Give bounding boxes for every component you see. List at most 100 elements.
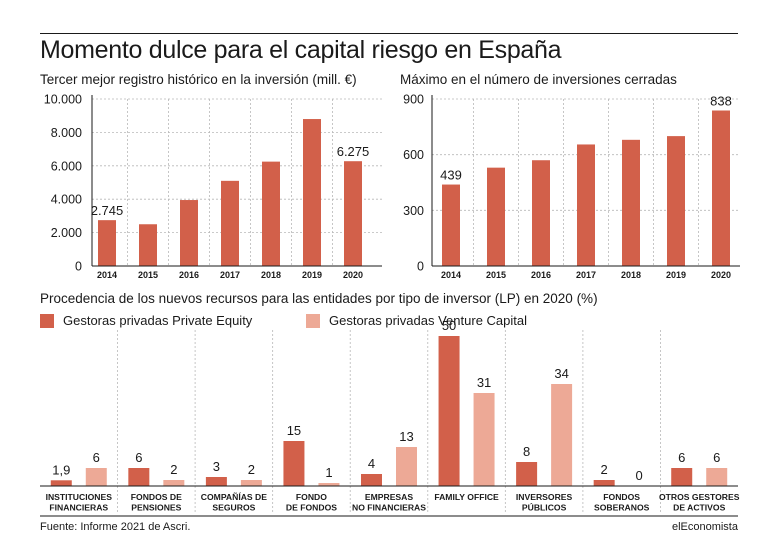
investment-y-tick-label: 6.000	[51, 159, 82, 173]
lp-bar-venture-capital	[318, 483, 340, 486]
deals-x-tick-label: 2017	[576, 270, 596, 280]
brand-logo-text: elEconomista	[671, 521, 738, 533]
investment-bar	[344, 161, 362, 266]
lp-bar-venture-capital	[551, 384, 573, 486]
legend-private-equity: Gestoras privadas Private Equity	[40, 313, 252, 328]
legend-label-venture-capital: Gestoras privadas Venture Capital	[329, 313, 527, 328]
lp-category-label: EMPRESAS	[365, 492, 413, 502]
lp-category-label: DE ACTIVOS	[673, 503, 725, 513]
lp-value-label-private-equity: 4	[368, 456, 375, 471]
deals-x-tick-label: 2015	[486, 270, 506, 280]
investment-y-tick-label: 4.000	[51, 193, 82, 207]
investment-y-tick-label: 8.000	[51, 126, 82, 140]
lp-value-label-private-equity: 6	[135, 450, 142, 465]
deals-y-tick-label: 300	[403, 204, 424, 218]
lp-value-label-private-equity: 50	[442, 318, 456, 333]
lp-category-label: FONDOS DE	[131, 492, 182, 502]
lp-value-label-venture-capital: 31	[477, 375, 491, 390]
lp-bar-private-equity	[205, 477, 227, 486]
lp-value-label-venture-capital: 2	[248, 462, 255, 477]
lp-value-label-venture-capital: 6	[713, 450, 720, 465]
legend-swatch-venture-capital	[306, 313, 320, 328]
deals-bar	[532, 160, 550, 266]
main-title: Momento dulce para el capital riesgo en …	[40, 36, 562, 64]
investment-x-tick-label: 2018	[261, 270, 281, 280]
legend-swatch-private-equity	[40, 313, 54, 328]
lp-value-label-private-equity: 6	[678, 450, 685, 465]
investment-bar	[180, 200, 198, 266]
lp-category-label: SEGUROS	[212, 503, 255, 513]
lp-value-label-venture-capital: 1	[325, 465, 332, 480]
lp-bar-private-equity	[283, 441, 305, 486]
lp-category-label: INSTITUCIONES	[46, 492, 113, 502]
lp-value-label-venture-capital: 6	[93, 450, 100, 465]
deals-y-tick-label: 0	[417, 260, 424, 274]
lp-bar-venture-capital	[240, 480, 262, 486]
investment-x-tick-label: 2015	[138, 270, 158, 280]
lp-value-label-venture-capital: 2	[170, 462, 177, 477]
investment-y-tick-label: 2.000	[51, 226, 82, 240]
lp-value-label-venture-capital: 0	[636, 468, 643, 483]
investment-bar	[221, 180, 239, 266]
investment-bar	[262, 161, 280, 266]
title-rule	[40, 33, 738, 34]
investment-value-label: 2.745	[91, 203, 124, 218]
chart3-title: Procedencia de los nuevos recursos para …	[40, 291, 598, 306]
deals-x-tick-label: 2018	[621, 270, 641, 280]
lp-bar-venture-capital	[396, 447, 417, 486]
investment-x-tick-label: 2019	[302, 270, 322, 280]
lp-bar-private-equity	[128, 468, 150, 486]
investment-x-tick-label: 2016	[179, 270, 199, 280]
lp-category-label: COMPAÑÍAS DE	[201, 492, 267, 502]
lp-value-label-private-equity: 8	[523, 444, 530, 459]
source-note: Fuente: Informe 2021 de Ascri.	[40, 521, 191, 533]
investment-y-tick-label: 0	[75, 260, 82, 274]
deals-x-tick-label: 2016	[531, 270, 551, 280]
investment-bar	[139, 224, 157, 266]
investment-bar	[98, 220, 116, 266]
investment-bar	[303, 119, 321, 266]
deals-bar	[577, 144, 595, 266]
lp-category-label: INVERSORES	[516, 492, 573, 502]
lp-bar-venture-capital	[473, 393, 495, 486]
deals-x-tick-label: 2019	[666, 270, 686, 280]
investment-x-tick-label: 2014	[97, 270, 117, 280]
investment-x-tick-label: 2020	[343, 270, 363, 280]
deals-value-label: 838	[710, 94, 732, 109]
investment-y-tick-label: 10.000	[44, 93, 82, 107]
lp-bar-private-equity	[361, 474, 382, 486]
lp-bar-private-equity	[438, 336, 460, 486]
deals-x-tick-label: 2014	[441, 270, 461, 280]
lp-bar-private-equity	[50, 480, 72, 486]
lp-value-label-venture-capital: 34	[554, 366, 568, 381]
lp-category-label: FONDO	[296, 492, 327, 502]
deals-value-label: 439	[440, 168, 462, 183]
lp-bar-venture-capital	[85, 468, 107, 486]
deals-y-tick-label: 900	[403, 93, 424, 107]
deals-x-tick-label: 2020	[711, 270, 731, 280]
lp-category-label: DE FONDOS	[286, 503, 337, 513]
investment-x-tick-label: 2017	[220, 270, 240, 280]
chart1-title: Tercer mejor registro histórico en la in…	[40, 72, 357, 87]
lp-bar-private-equity	[593, 480, 615, 486]
deals-y-tick-label: 600	[403, 148, 424, 162]
lp-value-label-private-equity: 1,9	[52, 462, 70, 477]
lp-bar-private-equity	[516, 462, 538, 486]
lp-category-label: PENSIONES	[131, 503, 181, 513]
deals-bar	[487, 167, 505, 266]
lp-category-label: PÚBLICOS	[522, 502, 567, 513]
lp-value-label-private-equity: 3	[213, 459, 220, 474]
investment-value-label: 6.275	[337, 144, 370, 159]
lp-category-label: SOBERANOS	[594, 503, 650, 513]
lp-value-label-venture-capital: 13	[399, 429, 413, 444]
lp-value-label-private-equity: 2	[601, 462, 608, 477]
deals-bar	[667, 136, 685, 266]
lp-bar-venture-capital	[163, 480, 185, 486]
deals-bar	[712, 110, 730, 266]
legend-label-private-equity: Gestoras privadas Private Equity	[63, 313, 253, 328]
chart2-title: Máximo en el número de inversiones cerra…	[400, 72, 677, 87]
lp-category-label: OTROS GESTORES	[659, 492, 740, 502]
lp-bar-venture-capital	[706, 468, 728, 486]
lp-value-label-private-equity: 15	[287, 423, 301, 438]
